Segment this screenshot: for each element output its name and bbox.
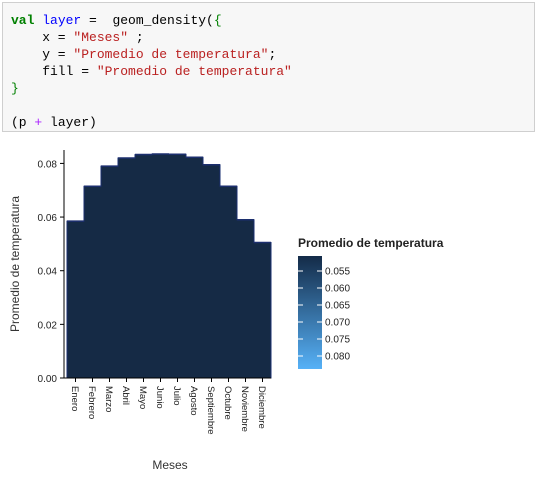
code-cell[interactable]: val layer = geom_density({ x = "Meses" ;… [2,2,535,132]
y-end: ; [268,47,276,62]
legend-label: 0.055 [325,267,350,278]
variable-layer: layer [42,13,81,28]
y-tick-label: 0.00 [38,374,58,385]
assign-operator: = [81,13,104,28]
x-tick-label: Junio [154,386,165,409]
legend-label: 0.080 [325,352,350,363]
legend-colorbar [298,256,322,369]
x-tick-label: Abril [120,386,131,405]
fill-key: fill = [11,64,97,79]
legend-label: 0.060 [325,284,350,295]
y-key: y = [11,47,73,62]
x-tick-label: Agosto [188,386,199,416]
keyword-val: val [11,13,34,28]
fill-value: "Promedio de temperatura" [97,64,292,79]
density-plot: 0.00 0.02 0.04 0.06 0.08 Enero Febrero Marzo Abr… [0,140,537,484]
x-key: x = [11,30,73,45]
y-axis-label: Promedio de temperatura [8,196,22,332]
open-brace: { [214,13,222,28]
y-tick-label: 0.06 [38,213,58,224]
function-call: geom_density( [105,13,214,28]
legend-title: Promedio de temperatura [298,236,444,250]
x-tick-label: Febrero [86,386,97,419]
x-tick-label: Septiembre [205,386,216,435]
y-value: "Promedio de temperatura" [73,47,268,62]
x-tick-label: Mayo [137,386,148,409]
density-area [67,154,271,378]
close-brace: } [11,81,19,96]
code-text: val layer = geom_density({ x = "Meses" ;… [11,12,292,131]
plot-expr-open: (p [11,115,34,130]
x-end: ; [128,30,144,45]
x-value: "Meses" [73,30,128,45]
y-tick-label: 0.04 [38,267,58,278]
x-tick-label: Octubre [222,386,233,420]
x-tick-label: Noviembre [239,386,250,432]
plot-expr-close: layer) [42,115,97,130]
x-tick-label: Diciembre [256,386,267,429]
x-axis-label: Meses [152,458,187,472]
legend-label: 0.065 [325,301,350,312]
x-tick-label: Julio [171,386,182,406]
legend-label: 0.070 [325,318,350,329]
y-tick-label: 0.08 [38,159,58,170]
legend-label: 0.075 [325,335,350,346]
x-tick-label: Marzo [103,386,114,412]
y-tick-label: 0.02 [38,320,58,331]
x-tick-label: Enero [69,386,80,411]
